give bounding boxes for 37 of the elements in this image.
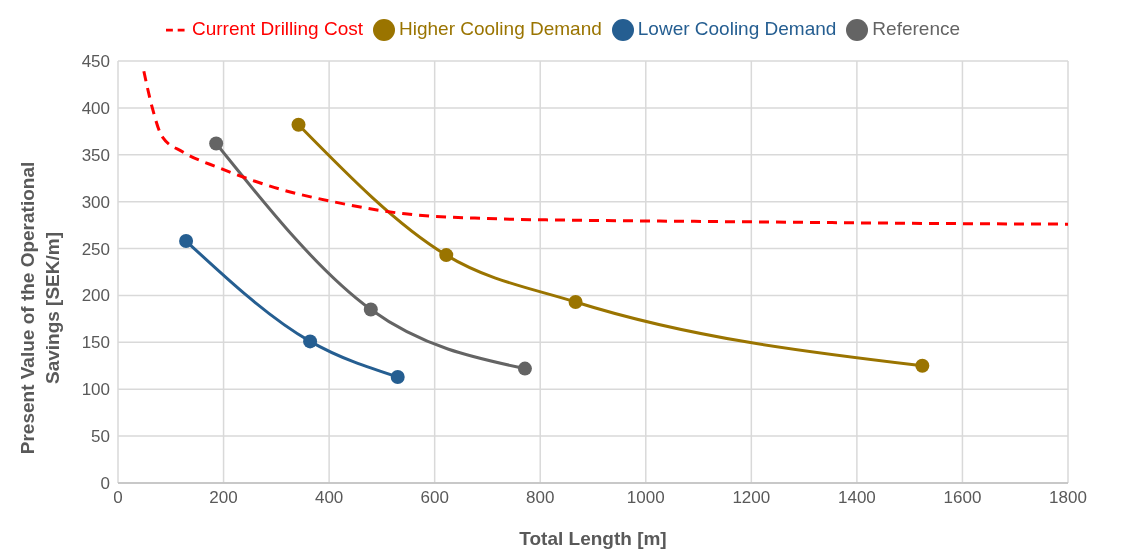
x-tick-label: 1000: [626, 488, 665, 508]
point: [363, 302, 378, 317]
y-tick-label: 400: [81, 98, 110, 118]
legend-label: Reference: [872, 18, 961, 39]
x-tick-label: 200: [209, 488, 238, 508]
legend-label: Current Drilling Cost: [191, 18, 364, 39]
point: [303, 334, 318, 349]
point: [390, 370, 405, 385]
x-tick-label: 1600: [943, 488, 982, 508]
y-tick-label: 50: [91, 427, 110, 447]
x-tick-label: 1400: [837, 488, 876, 508]
y-axis-title: Present Value of the Operational Savings [SEK/m]: [16, 160, 64, 457]
legend-label: Higher Cooling Demand: [399, 18, 602, 39]
y-tick-label: 200: [81, 286, 110, 306]
point: [915, 358, 930, 373]
x-tick-label: 400: [314, 488, 344, 508]
x-tick-label: 0: [113, 488, 123, 508]
y-tick-label: 0: [100, 474, 110, 494]
y-tick-label: 350: [81, 145, 110, 165]
x-tick-label: 800: [526, 488, 555, 508]
x-tick-label: 1800: [1049, 488, 1087, 508]
y-tick-label: 150: [81, 333, 110, 353]
y-tick-label: 300: [81, 192, 110, 212]
point: [439, 248, 454, 263]
point: [209, 136, 224, 151]
point: [517, 361, 532, 376]
y-tick-label: 100: [81, 380, 110, 400]
x-axis-title: Total Length [m]: [519, 528, 667, 549]
x-tick-label: 600: [420, 488, 449, 508]
y-tick-label: 450: [81, 52, 110, 72]
line-series: [142, 69, 1068, 226]
point: [291, 117, 306, 132]
legend-label: Lower Cooling Demand: [637, 18, 837, 39]
y-tick-label: 250: [81, 239, 110, 259]
x-tick-label: 1200: [732, 488, 771, 508]
point: [179, 234, 194, 249]
point: [568, 295, 583, 309]
